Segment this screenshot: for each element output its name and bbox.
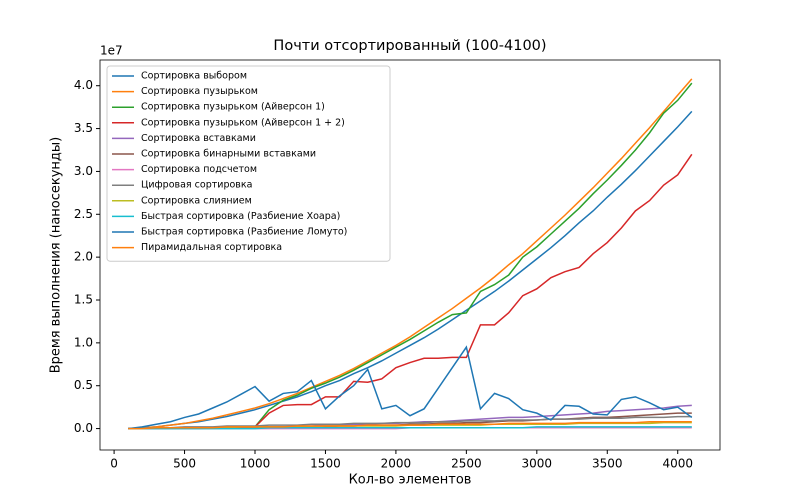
legend-label: Пирамидальная сортировка <box>141 242 282 253</box>
x-tick-label: 2500 <box>451 457 482 471</box>
series-line <box>128 426 692 430</box>
y-tick-label: 3.5 <box>74 121 93 135</box>
legend-label: Сортировка подсчетом <box>141 164 257 175</box>
plot-frame <box>99 59 721 451</box>
legend-label: Сортировка слиянием <box>141 195 252 206</box>
legend-label: Быстрая сортировка (Разбиение Хоара) <box>141 211 340 222</box>
x-tick-label: 1500 <box>310 457 341 471</box>
legend-label: Цифровая сортировка <box>141 180 252 191</box>
series-line <box>128 420 692 430</box>
y-tick-label: 3.0 <box>74 164 93 178</box>
x-tick-label: 3500 <box>592 457 623 471</box>
chart-title: Почти отсортированный (100-4100) <box>273 38 546 54</box>
legend-label: Сортировка выбором <box>141 71 247 82</box>
y-tick-label: 4.0 <box>74 78 93 92</box>
y-tick-label: 1.0 <box>74 335 93 349</box>
series-line <box>128 415 692 430</box>
x-axis-label: Кол-во элементов <box>349 473 472 488</box>
legend-label: Быстрая сортировка (Разбиение Ломуто) <box>141 227 347 238</box>
legend-label: Сортировка пузырьком (Айверсон 1) <box>141 102 325 113</box>
legend-box <box>106 65 391 262</box>
x-tick-label: 2000 <box>381 457 412 471</box>
legend-label: Сортировка пузырьком (Айверсон 1 + 2) <box>141 117 345 128</box>
y-tick-label: 1.5 <box>74 293 93 307</box>
y-tick-label: 0.5 <box>74 378 93 392</box>
series-line <box>128 78 693 430</box>
x-tick-label: 3000 <box>522 457 553 471</box>
x-tick-label: 4000 <box>662 457 693 471</box>
y-offset-label: 1e7 <box>100 44 123 58</box>
y-tick-label: 2.0 <box>74 250 93 264</box>
y-tick-label: 2.5 <box>74 207 93 221</box>
x-tick-label: 1000 <box>240 457 271 471</box>
y-axis-label: Время выполнения (наносекунды) <box>49 137 64 374</box>
legend-label: Сортировка бинарными вставками <box>141 149 316 160</box>
series-line <box>128 110 693 430</box>
x-tick-label: 500 <box>173 457 196 471</box>
y-tick-label: 0.0 <box>74 421 93 435</box>
legend-label: Сортировка пузырьком <box>141 86 258 97</box>
legend-label: Сортировка вставками <box>141 133 256 144</box>
x-tick-label: 0 <box>110 457 118 471</box>
series-line <box>128 345 693 430</box>
